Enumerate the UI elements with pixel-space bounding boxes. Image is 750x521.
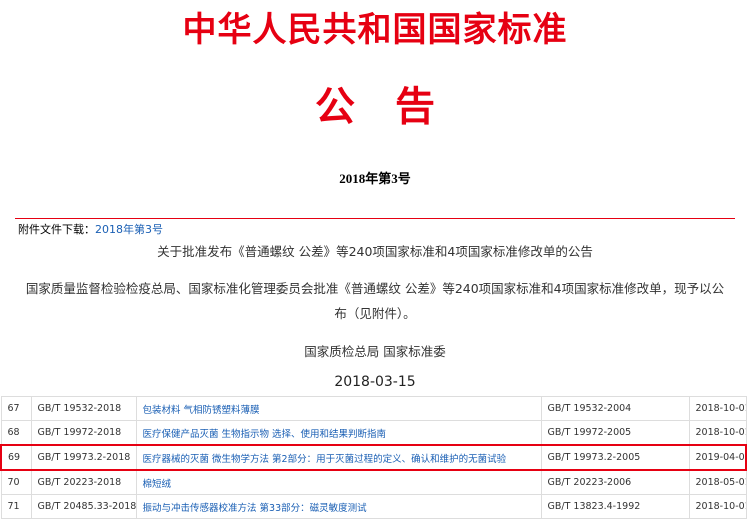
table-row: 70 GB/T 20223-2018 棉短绒 GB/T 20223-2006 2018-…	[0, 469, 747, 495]
standard-code: GB/T 19973.2-2018	[30, 444, 137, 471]
table-row: 71 GB/T 20485.33-2018 振动与冲击传感器校准方法 第33部分：磁…	[0, 494, 747, 519]
subtitle: 公 告	[315, 84, 435, 129]
effective-date: 2018-05-01	[688, 469, 747, 495]
replaced-standard: GB/T 19532-2004	[540, 396, 690, 421]
notice-heading: 关于批准发布《普通螺纹 公差》等240项国家标准和4项国家标准修改单的公告	[157, 244, 593, 259]
standard-code: GB/T 20223-2018	[30, 469, 137, 495]
standard-title[interactable]: 包装材料 气相防锈塑料薄膜	[135, 396, 542, 421]
row-number: 68	[0, 420, 32, 446]
attachment-link[interactable]: 2018年第3号	[95, 223, 163, 236]
standard-title[interactable]: 医疗保健产品灭菌 生物指示物 选择、使用和结果判断指南	[135, 420, 542, 446]
row-number: 71	[0, 494, 32, 519]
standard-code: GB/T 19972-2018	[30, 420, 137, 446]
issue-number: 2018年第3号	[339, 171, 411, 186]
attachment-label: 附件文件下载：	[18, 223, 95, 236]
effective-date: 2018-10-01	[688, 420, 747, 446]
standard-code: GB/T 20485.33-2018	[30, 494, 137, 519]
replaced-standard: GB/T 13823.4-1992	[540, 494, 690, 519]
table-row: 69 GB/T 19973.2-2018 医疗器械的灭菌 微生物学方法 第2部分：用…	[0, 444, 747, 471]
row-number: 70	[0, 469, 32, 495]
title: 中华人民共和国国家标准	[182, 12, 568, 49]
table-row: 67 GB/T 19532-2018 包装材料 气相防锈塑料薄膜 GB/T 19532…	[0, 396, 747, 421]
divider	[15, 218, 735, 219]
effective-date: 2018-10-01	[688, 494, 747, 519]
date: 2018-03-15	[334, 374, 416, 390]
effective-date: 2018-10-01	[688, 396, 747, 421]
standard-title[interactable]: 棉短绒	[135, 469, 542, 495]
replaced-standard: GB/T 19972-2005	[540, 420, 690, 446]
notice-body: 国家质量监督检验检疫总局、国家标准化管理委员会批准《普通螺纹 公差》等240项国…	[25, 281, 725, 321]
standards-table: 67 GB/T 19532-2018 包装材料 气相防锈塑料薄膜 GB/T 19532…	[0, 396, 747, 519]
standard-title[interactable]: 医疗器械的灭菌 微生物学方法 第2部分：用于灭菌过程的定义、确认和维护的无菌试验	[135, 444, 542, 471]
standard-code: GB/T 19532-2018	[30, 396, 137, 421]
replaced-standard: GB/T 20223-2006	[540, 469, 690, 495]
table-row: 68 GB/T 19972-2018 医疗保健产品灭菌 生物指示物 选择、使用和结果…	[0, 420, 747, 446]
standard-title[interactable]: 振动与冲击传感器校准方法 第33部分：磁灵敏度测试	[135, 494, 542, 519]
row-number: 67	[0, 396, 32, 421]
replaced-standard: GB/T 19973.2-2005	[540, 444, 690, 471]
issuer: 国家质检总局 国家标准委	[304, 344, 446, 359]
row-number: 69	[0, 444, 32, 471]
attachment: 附件文件下载：2018年第3号	[18, 221, 163, 237]
effective-date: 2019-04-01	[688, 444, 747, 471]
